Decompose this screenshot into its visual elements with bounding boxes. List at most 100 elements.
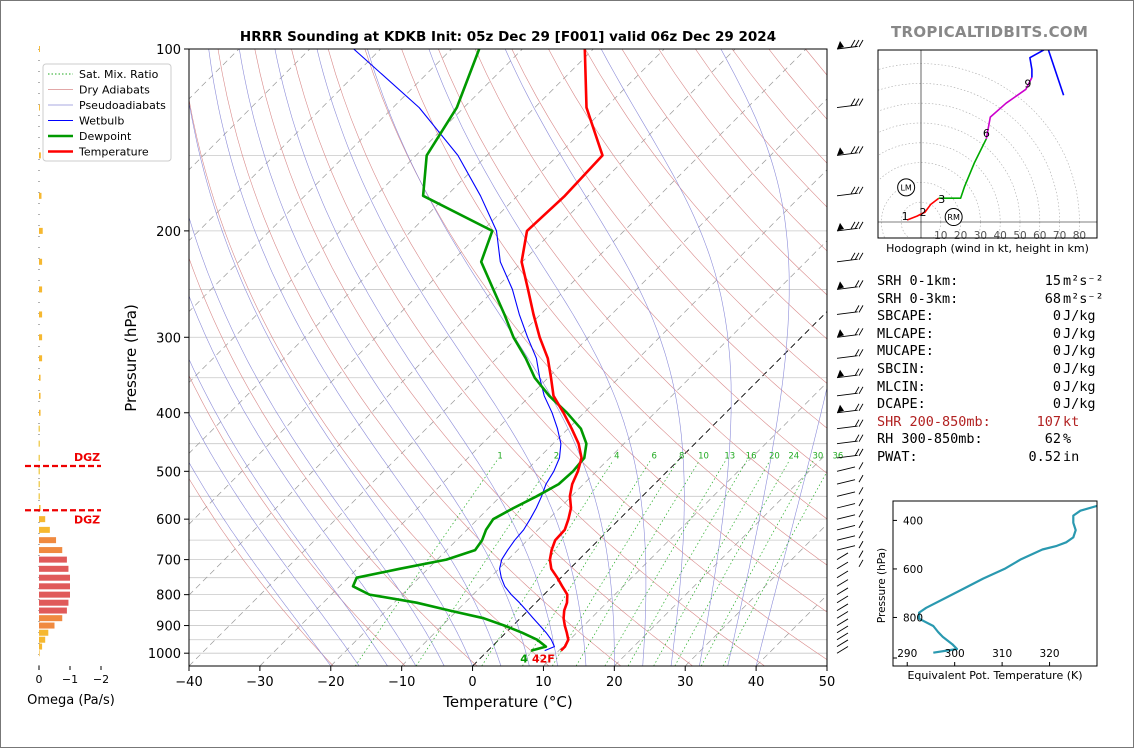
x-tick-label: −10 [388, 675, 415, 690]
x-tick-label: 30 [677, 675, 694, 690]
wind-barb-staff [836, 104, 858, 109]
surface-dewpoint-label: 4 [520, 653, 528, 666]
x-tick-label: 0 [468, 675, 476, 690]
wind-barb [836, 618, 849, 626]
hodograph-ring-label: 70 [1053, 230, 1066, 242]
dry-adiabat [364, 49, 827, 613]
wind-barb-staff [836, 646, 849, 654]
wind-barb-pennant [837, 147, 844, 156]
dry-adiabat [291, 49, 765, 666]
y-tick-label: 900 [156, 620, 181, 635]
omega-bar [39, 374, 41, 381]
main-chart-title: HRRR Sounding at KDKB Init: 05z Dec 29 [… [240, 29, 776, 45]
wind-barb [836, 474, 864, 485]
wind-barb [836, 328, 864, 338]
wind-barb-feather [854, 403, 860, 412]
isotherm-line [684, 523, 827, 666]
mixing-ratio-line [700, 460, 814, 666]
stat-unit: in [1063, 448, 1080, 465]
thetae-x-tick-label: 300 [945, 648, 965, 660]
y-tick-label: 100 [156, 43, 181, 58]
stat-key: SRH 0-1km: [877, 273, 959, 289]
dgz-label: DGZ [74, 451, 100, 464]
omega-bar [39, 629, 49, 636]
wind-barb-feather [854, 386, 860, 395]
series-dewpoint-line [351, 49, 588, 652]
mixing-ratio-line [722, 470, 827, 666]
wind-barb-feather [850, 146, 856, 154]
hodograph-height-label: 1 [902, 210, 909, 223]
wind-barb [836, 386, 864, 397]
wind-barb-staff [836, 603, 849, 611]
pseudoadiabat [189, 216, 445, 666]
wind-barb-feather [850, 186, 856, 195]
legend-entry: Sat. Mix. Ratio [79, 68, 159, 81]
dry-adiabat [474, 49, 827, 474]
wind-barb-staff [836, 587, 849, 595]
wind-barb-feather [850, 39, 856, 48]
wind-barb-feather [854, 280, 860, 288]
wind-barb-staff [836, 503, 856, 509]
omega-bar [39, 547, 63, 554]
omega-bar [39, 574, 70, 581]
isotherm-line [259, 98, 827, 666]
stat-value: 0.52 [1028, 448, 1061, 465]
isotherm-line [189, 49, 807, 666]
wind-barb-feather [858, 434, 864, 442]
stat-value: 0 [1052, 325, 1061, 342]
x-tick-label: 10 [535, 675, 552, 690]
wind-barb-feather [858, 498, 864, 507]
wind-barb-feather [858, 520, 864, 529]
wind-barb [836, 540, 864, 551]
omega-bar [39, 104, 40, 111]
wind-barb [836, 520, 864, 531]
stat-row: RH 300-850mb: 62% [877, 431, 1097, 449]
stat-unit: % [1063, 431, 1072, 448]
hodograph-height-label: 6 [983, 127, 990, 140]
omega-bar [39, 599, 69, 606]
hodograph-marker-label: LM [900, 183, 911, 192]
x-tick-label: −30 [246, 675, 273, 690]
thetae-y-tick-label: 600 [903, 564, 923, 576]
wind-barb-feather [858, 530, 864, 539]
stat-unit: m²s⁻² [1063, 290, 1104, 307]
mixing-ratio-line [627, 460, 748, 666]
wind-barb-staff [836, 425, 858, 430]
wind-barb-feather [854, 349, 860, 357]
thetae-y-axis-label: Pressure (hPa) [876, 548, 888, 623]
stat-key: MLCAPE: [877, 325, 934, 342]
wind-barb-feather [858, 98, 864, 106]
wind-barb-pennant [837, 222, 844, 231]
stat-value: 0 [1052, 360, 1061, 377]
dry-adiabat [438, 49, 827, 520]
dry-adiabat [217, 49, 622, 666]
omega-x-tick-label: 0 [36, 673, 43, 686]
mixing-ratio-line [575, 460, 700, 666]
stat-row: SBCIN: 0 J/kg [877, 361, 1097, 379]
omega-bar [38, 481, 40, 488]
wind-barb [836, 487, 864, 497]
wind-barb-staff [836, 611, 849, 619]
wind-barb [836, 611, 849, 619]
omega-bar [39, 286, 43, 293]
wind-barb-feather [858, 280, 864, 288]
mixing-ratio-line [415, 460, 554, 666]
legend-entry: Temperature [78, 146, 149, 159]
stat-row: MLCAPE: 0 J/kg [877, 326, 1097, 344]
isotherm-line [401, 240, 827, 666]
legend-entry: Dry Adiabats [79, 84, 150, 97]
pseudoadiabat [189, 461, 332, 666]
mixing-ratio-line [522, 460, 651, 666]
wind-barb-feather [850, 221, 856, 230]
omega-bar [39, 643, 43, 650]
hodograph-segment [938, 138, 988, 199]
stat-unit: J/kg [1063, 378, 1096, 395]
wind-barb-staff [836, 570, 849, 579]
wind-barb [836, 587, 849, 595]
dry-adiabat [189, 477, 334, 666]
omega-bar [39, 334, 43, 341]
stat-key: SBCAPE: [877, 308, 934, 325]
wind-barb-feather [850, 98, 856, 106]
wind-barb-feather [858, 186, 864, 195]
